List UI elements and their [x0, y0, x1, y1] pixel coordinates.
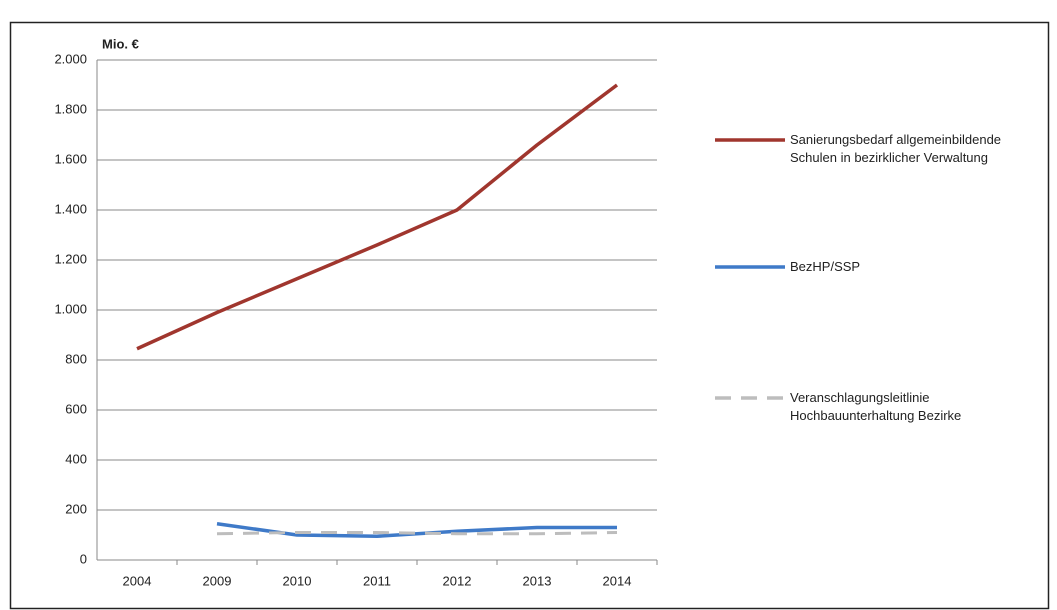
y-tick-label: 1.800	[54, 101, 87, 116]
x-tick-label: 2004	[123, 573, 152, 588]
y-tick-label: 1.200	[54, 251, 87, 266]
frame	[9, 21, 1050, 610]
series-line	[216, 531, 618, 536]
x-tick-label: 2013	[523, 573, 552, 588]
x-tick-label: 2011	[363, 573, 391, 588]
y-tick-label: 400	[65, 451, 87, 466]
y-tick-label: 600	[65, 401, 87, 416]
y-tick-label: 200	[65, 501, 87, 516]
series-line	[136, 83, 619, 351]
y-tick-label: 1.400	[54, 201, 87, 216]
legend-label: BezHP/SSP	[790, 259, 861, 274]
y-tick-label: 1.000	[54, 301, 87, 316]
y-tick-label: 0	[80, 551, 87, 566]
x-tick-label: 2009	[203, 573, 232, 588]
x-tick-label: 2012	[443, 573, 472, 588]
x-tick-label: 2014	[603, 573, 632, 588]
y-tick-label: 800	[65, 351, 87, 366]
y-tick-label: 2.000	[54, 51, 87, 66]
x-tick-label: 2010	[283, 573, 312, 588]
y-tick-label: 1.600	[54, 151, 87, 166]
legend-label: Sanierungsbedarf allgemeinbildende Schul…	[790, 132, 1002, 165]
unit-label: Mio. €	[102, 36, 139, 51]
legend-label: Veranschlagungsleitlinie Hochbauunterhal…	[790, 390, 962, 423]
